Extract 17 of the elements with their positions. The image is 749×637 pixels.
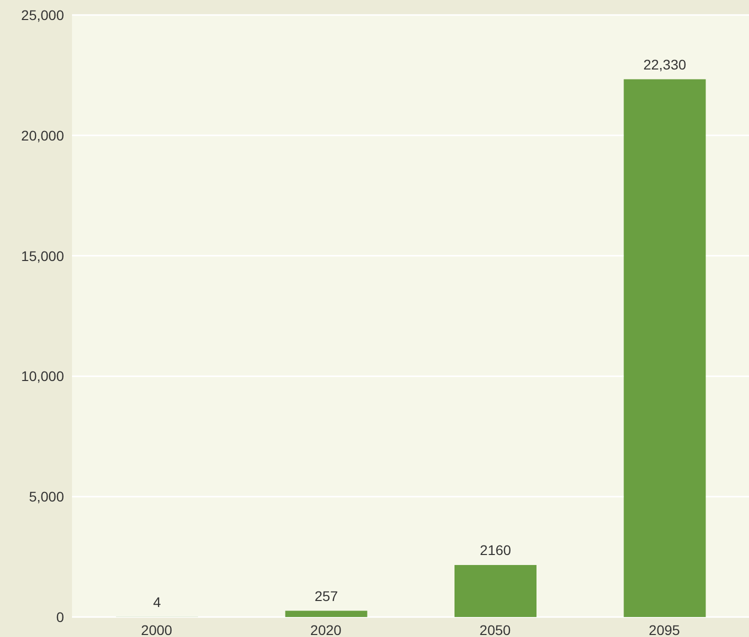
- data-label: 2160: [480, 542, 512, 558]
- y-tick-label: 25,000: [21, 6, 64, 23]
- data-label: 4: [153, 594, 162, 610]
- y-tick-label: 10,000: [21, 368, 64, 384]
- data-label: 257: [314, 588, 338, 604]
- x-tick-label: 2050: [480, 622, 511, 637]
- x-tick-label: 2020: [310, 622, 342, 637]
- y-tick-label: 20,000: [21, 127, 64, 144]
- x-tick-label: 2000: [141, 622, 172, 637]
- y-tick-label: 15,000: [21, 248, 64, 264]
- y-tick-label: 0: [56, 608, 64, 625]
- data-label: 22,330: [643, 56, 686, 72]
- bar: [624, 79, 706, 617]
- bar: [454, 564, 536, 617]
- x-tick-label: 2095: [648, 622, 680, 637]
- bar: [285, 610, 368, 617]
- y-tick-label: 5,000: [28, 488, 64, 505]
